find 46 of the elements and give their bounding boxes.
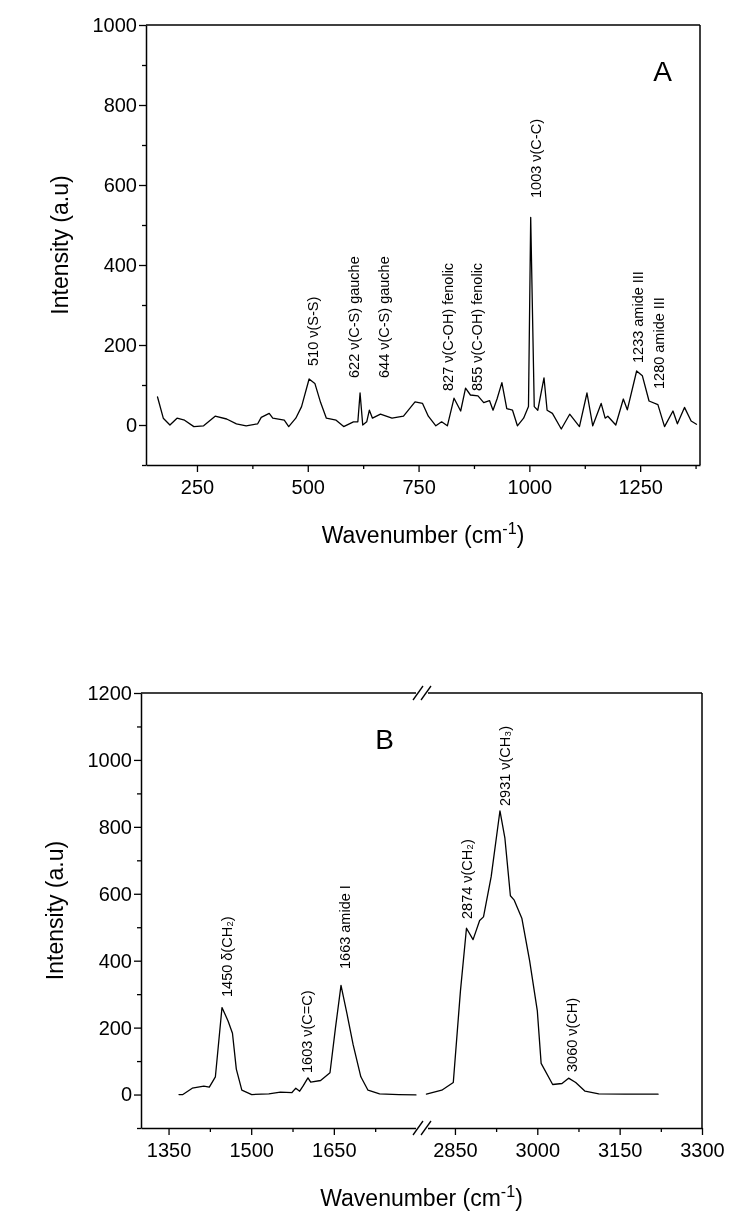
text: B <box>375 724 394 755</box>
y-tick-label: 800 <box>98 815 132 838</box>
annotation: 2931 ν(CH₃) <box>497 725 514 806</box>
y-tick-label: 400 <box>98 949 132 972</box>
y-tick-label: 1000 <box>87 748 132 771</box>
x-tick-label: 2850 <box>433 1139 478 1161</box>
y-tick-label: 200 <box>103 333 137 356</box>
x-axis-title: Wavenumber (cm$^{-1}$) <box>320 1182 523 1211</box>
x-tick-label: 1500 <box>229 1139 274 1161</box>
y-tick-label: 200 <box>98 1016 132 1039</box>
annotation: 644 ν(C-S) gauche <box>376 256 393 378</box>
y-tick-label: 400 <box>103 253 137 276</box>
annotation: 827 ν(C-OH) fenolic <box>440 262 457 391</box>
y-tick-label: 1200 <box>87 681 132 704</box>
line-series <box>156 216 698 430</box>
x-tick-label: 750 <box>402 476 436 498</box>
y-tick-label: 0 <box>125 413 137 436</box>
y-tick-label: 0 <box>120 1083 132 1106</box>
y-axis-title: Intensity (a.u) <box>47 175 73 315</box>
x-tick-label: 3150 <box>597 1139 643 1161</box>
x-tick-label: 1350 <box>146 1139 192 1161</box>
y-tick-label: 600 <box>103 173 137 196</box>
annotation: 3060 ν(CH) <box>564 997 581 1072</box>
y-axis-title: Intensity (a.u) <box>42 840 68 981</box>
annotation: 1450 δ(CH₂) <box>219 916 236 997</box>
annotation: 855 ν(C-OH) fenolic <box>469 262 486 391</box>
annotation: 1003 ν(C-C) <box>528 119 545 198</box>
annotation: 1280 amide III <box>651 297 668 389</box>
y-tick-label: 600 <box>98 882 132 905</box>
annotation: 1233 amide III <box>630 271 647 363</box>
x-tick-label: 1250 <box>618 476 663 498</box>
y-tick-label: 800 <box>103 93 137 116</box>
x-tick-label: 1000 <box>507 476 553 498</box>
x-tick-label: 500 <box>291 476 325 498</box>
x-tick-label: 250 <box>180 476 215 498</box>
x-axis-title: Wavenumber (cm$^{-1}$) <box>321 519 525 548</box>
annotation: 1603 ν(C=C) <box>299 990 316 1073</box>
x-tick-label: 3300 <box>680 1139 725 1161</box>
y-tick-label: 1000 <box>92 13 137 36</box>
annotation: 622 ν(C-S) gauche <box>346 256 363 378</box>
annotation: 510 ν(S-S) <box>305 296 322 366</box>
annotation: 2874 ν(CH₂) <box>459 839 476 919</box>
text: A <box>653 56 673 87</box>
annotation: 1663 amide I <box>337 885 354 969</box>
x-tick-label: 1650 <box>312 1139 357 1161</box>
x-tick-label: 3000 <box>515 1139 561 1161</box>
